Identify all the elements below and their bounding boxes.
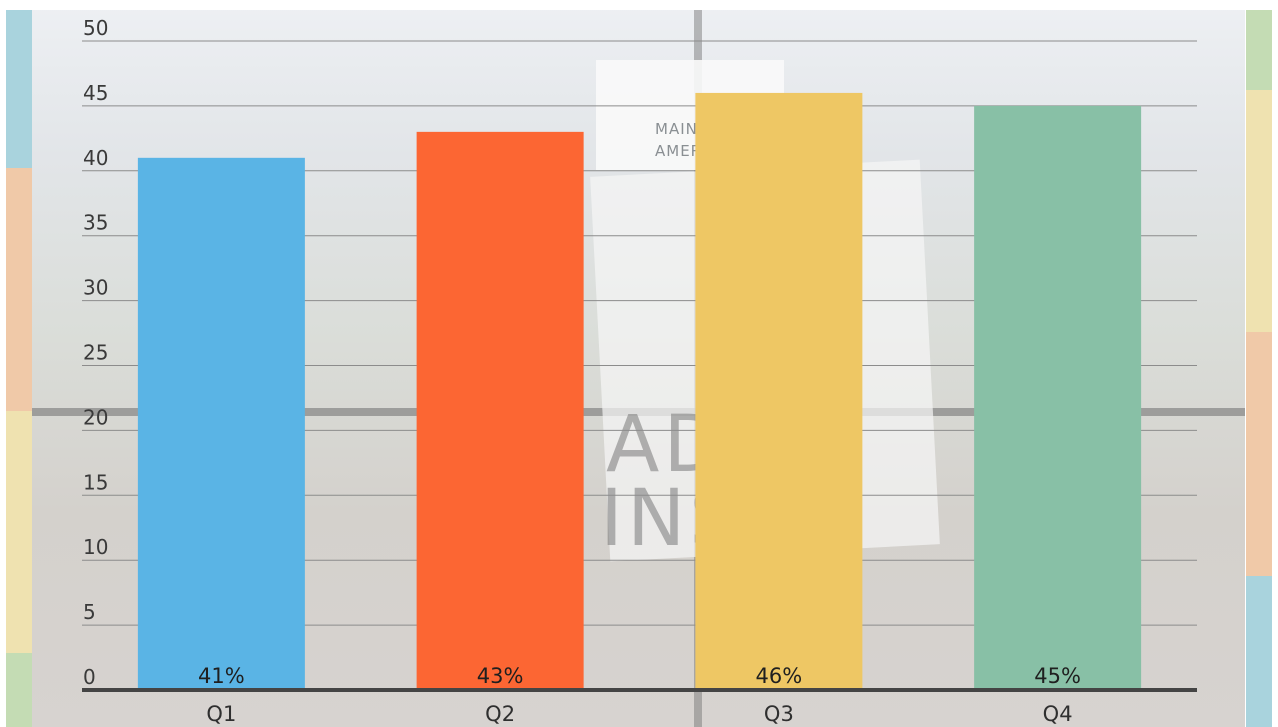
left-stripe-peach bbox=[6, 168, 32, 411]
data-label-q2: 43% bbox=[477, 664, 524, 688]
left-stripe-blue bbox=[6, 10, 32, 168]
y-tick-label-40: 40 bbox=[83, 146, 108, 170]
bar-q3 bbox=[695, 92, 863, 691]
right-stripe-blue bbox=[1246, 576, 1272, 727]
y-tick-label-15: 15 bbox=[83, 470, 108, 494]
right-stripe-yellow bbox=[1246, 90, 1272, 332]
x-tick-label-q1: Q1 bbox=[206, 702, 236, 726]
x-tick-label-q2: Q2 bbox=[485, 702, 515, 726]
right-stripe-green bbox=[1246, 10, 1272, 90]
y-tick-label-5: 5 bbox=[83, 600, 96, 624]
y-tick-label-10: 10 bbox=[83, 535, 108, 559]
y-tick-label-50: 50 bbox=[83, 16, 108, 40]
data-label-q3: 46% bbox=[756, 664, 803, 688]
x-axis-tick-labels: Q1 Q2 Q3 Q4 bbox=[206, 702, 1072, 726]
y-tick-label-25: 25 bbox=[83, 341, 108, 365]
background-logo-text-1: MAIN bbox=[655, 120, 698, 138]
bar-q2 bbox=[416, 131, 584, 691]
data-labels: 41% 43% 46% 45% bbox=[198, 664, 1081, 688]
y-tick-label-45: 45 bbox=[83, 81, 108, 105]
left-stripe-green bbox=[6, 653, 32, 727]
bar-q1 bbox=[137, 157, 305, 690]
y-tick-label-30: 30 bbox=[83, 276, 108, 300]
x-tick-label-q3: Q3 bbox=[764, 702, 794, 726]
y-axis-tick-labels: 0 5 10 15 20 25 30 35 40 45 50 bbox=[83, 16, 108, 689]
background-logo-text-2: AMER bbox=[655, 142, 703, 160]
bar-q4 bbox=[974, 105, 1142, 690]
y-tick-label-35: 35 bbox=[83, 211, 108, 235]
y-tick-label-0: 0 bbox=[83, 665, 96, 689]
y-tick-label-20: 20 bbox=[83, 405, 108, 429]
bars bbox=[137, 92, 1142, 691]
right-stripe-peach bbox=[1246, 332, 1272, 576]
x-tick-label-q4: Q4 bbox=[1043, 702, 1073, 726]
data-label-q1: 41% bbox=[198, 664, 245, 688]
left-stripe-yellow bbox=[6, 411, 32, 653]
data-label-q4: 45% bbox=[1034, 664, 1081, 688]
